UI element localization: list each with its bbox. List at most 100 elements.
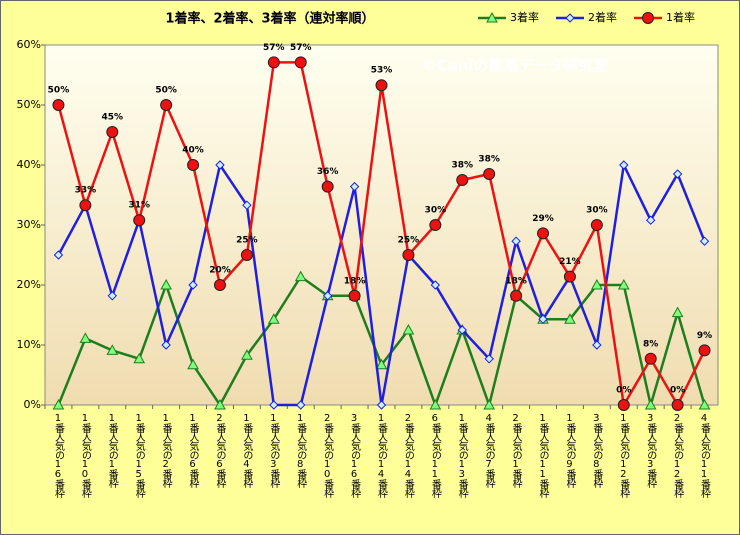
- value-label: 20%: [209, 266, 231, 276]
- chart-title: 1着率、2着率、3着率（連対率順）: [165, 11, 374, 27]
- point: [106, 344, 119, 355]
- point: [294, 270, 307, 282]
- point: [79, 199, 92, 212]
- point: [52, 398, 65, 410]
- point: [645, 215, 656, 225]
- x-tick-label: 2番人気の14番枠: [402, 413, 414, 499]
- point: [133, 352, 146, 364]
- value-label: 8%: [643, 339, 658, 349]
- point: [322, 291, 333, 301]
- point: [563, 270, 576, 283]
- value-label: 40%: [182, 146, 204, 156]
- x-tick-label: 1番人気の1番枠: [106, 413, 118, 489]
- point: [592, 340, 602, 350]
- point: [510, 289, 523, 302]
- point: [375, 79, 388, 92]
- x-tick-label: 1番人気の8番枠: [295, 413, 307, 489]
- point: [457, 325, 467, 335]
- x-tick-label: 1番人気の2番枠: [160, 413, 172, 489]
- y-tick-label: 0%: [24, 398, 41, 411]
- x-tick-label: 1番人気の14番枠: [376, 413, 388, 499]
- point: [321, 180, 334, 193]
- point: [187, 159, 200, 171]
- point: [375, 358, 388, 370]
- plot-area: [44, 44, 719, 406]
- watermark: ©Caniの競馬データ研究室: [422, 57, 609, 75]
- x-tick-label: 1番人気の11番枠: [537, 413, 549, 499]
- point: [188, 280, 198, 290]
- point: [483, 398, 496, 410]
- point: [590, 219, 603, 231]
- point: [671, 399, 684, 411]
- x-tick-label: 1番人気の6番枠: [187, 413, 199, 489]
- y-tick-label: 10%: [17, 338, 41, 351]
- point: [538, 314, 548, 324]
- x-tick-label: 3番人気の3番枠: [645, 413, 657, 489]
- value-label: 0%: [616, 386, 631, 396]
- x-tick-label: 6番人気の11番枠: [429, 413, 441, 499]
- point: [79, 332, 92, 343]
- x-tick-label: 2番人気の1番枠: [510, 413, 522, 489]
- point: [619, 160, 629, 170]
- x-tick-label: 1番人気の10番枠: [79, 413, 91, 499]
- x-tick-label: 1番人気の13番枠: [456, 413, 468, 499]
- point: [107, 291, 118, 301]
- value-label: 9%: [697, 331, 712, 341]
- point: [511, 236, 521, 246]
- point: [672, 169, 683, 179]
- y-tick-label: 20%: [17, 278, 41, 291]
- point: [160, 99, 173, 111]
- x-tick-label: 3番人気の16番枠: [349, 413, 361, 499]
- value-label: 53%: [371, 66, 393, 76]
- y-tick-label: 30%: [17, 218, 41, 231]
- point: [671, 306, 684, 318]
- point: [348, 289, 361, 302]
- x-tick-label: 4番人気の11番枠: [699, 413, 711, 499]
- x-tick-label: 2番人気の10番枠: [322, 413, 334, 499]
- value-label: 30%: [586, 206, 608, 216]
- point: [267, 56, 280, 69]
- x-tick-label: 1番人気の3番枠: [268, 413, 280, 489]
- point: [269, 400, 279, 410]
- point: [402, 249, 415, 261]
- value-label: 45%: [102, 113, 124, 123]
- point: [617, 278, 630, 290]
- point: [241, 349, 253, 360]
- value-label: 57%: [290, 43, 312, 53]
- x-tick-label: 1番人気の9番枠: [564, 413, 576, 489]
- point: [349, 181, 360, 192]
- x-tick-label: 1番人気の16番枠: [52, 413, 64, 499]
- x-tick-label: 3番人気の8番枠: [591, 413, 603, 489]
- value-label: 38%: [478, 155, 500, 165]
- x-tick-label: 2番人気の12番枠: [672, 413, 684, 499]
- legend-marker: [642, 12, 654, 24]
- x-tick-label: 1番人気の12番枠: [618, 413, 630, 499]
- value-label: 57%: [263, 43, 285, 53]
- point: [240, 249, 253, 261]
- point: [187, 358, 199, 370]
- value-label: 33%: [75, 186, 97, 196]
- point: [214, 398, 226, 410]
- legend-marker: [565, 13, 575, 23]
- point: [160, 278, 172, 290]
- point: [52, 99, 65, 111]
- point: [699, 236, 710, 246]
- x-tick-label: 4番人気の7番枠: [483, 413, 495, 489]
- point: [215, 160, 225, 170]
- point: [106, 126, 119, 138]
- point: [644, 398, 657, 410]
- point: [484, 354, 494, 364]
- point: [698, 398, 711, 410]
- legend-label: 3着率: [510, 10, 539, 24]
- value-label: 38%: [451, 161, 473, 171]
- point: [456, 174, 469, 186]
- value-label: 25%: [236, 236, 258, 246]
- value-label: 21%: [559, 257, 581, 267]
- value-label: 30%: [425, 206, 447, 216]
- point: [429, 398, 442, 410]
- x-tick-label: 1番人気の4番枠: [241, 413, 253, 489]
- value-label: 50%: [48, 86, 70, 96]
- point: [376, 400, 387, 410]
- point: [698, 344, 711, 357]
- value-label: 18%: [344, 276, 366, 286]
